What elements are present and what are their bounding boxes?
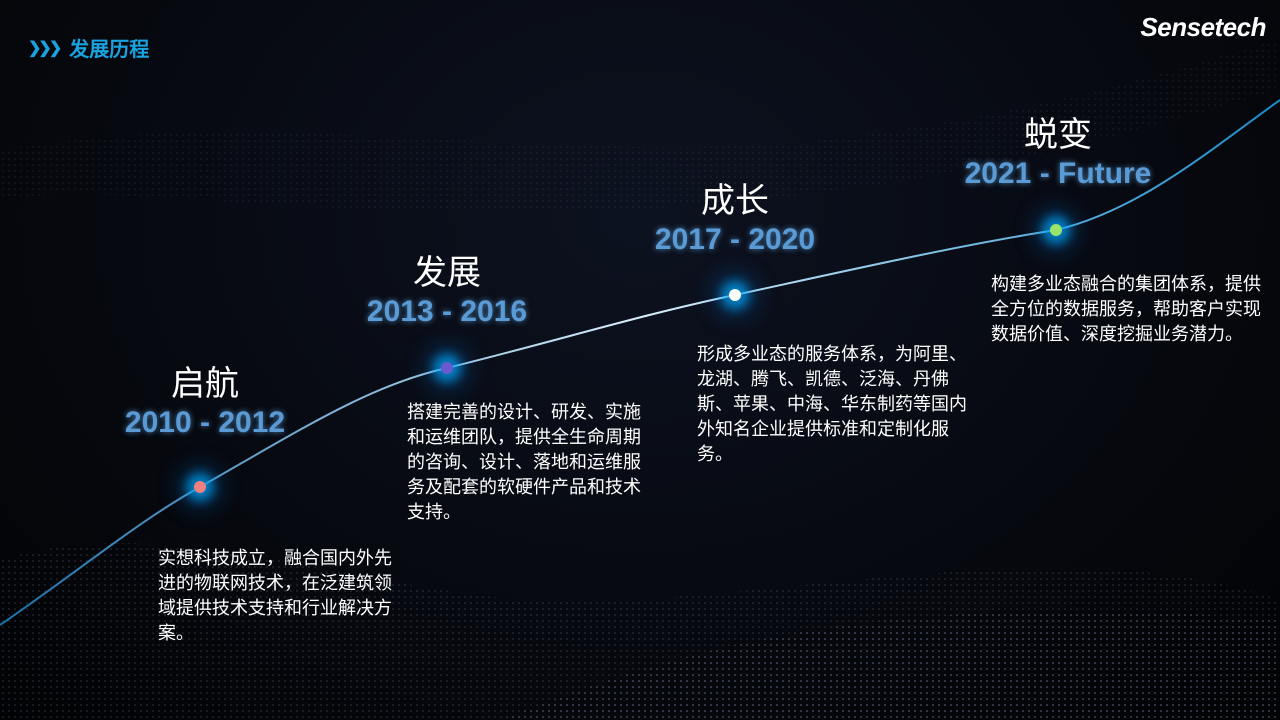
milestone-years: 2010 - 2012 <box>124 406 286 439</box>
timeline-dot <box>729 289 741 301</box>
milestone-description: 实想科技成立，融合国内外先进的物联网技术，在泛建筑领域提供技术支持和行业解决方案… <box>158 548 392 643</box>
milestone-description: 构建多业态融合的集团体系，提供全方位的数据服务，帮助客户实现数据价值、深度挖掘业… <box>991 274 1261 344</box>
milestone-2010: 启航 2010 - 2012 <box>105 365 305 441</box>
milestone-title: 启航 <box>171 366 239 403</box>
milestone-title: 成长 <box>701 183 769 220</box>
milestone-years: 2021 - Future <box>964 157 1152 190</box>
timeline-dot <box>194 481 206 493</box>
timeline-dot <box>1050 224 1062 236</box>
milestone-description: 形成多业态的服务体系，为阿里、龙湖、腾飞、凯德、泛海、丹佛斯、苹果、中海、华东制… <box>697 344 967 464</box>
section-title: 发展历程 <box>69 39 150 61</box>
milestone-2013: 发展 2013 - 2016 <box>347 254 547 330</box>
timeline-curve <box>0 99 1280 626</box>
milestone-2017: 成长 2017 - 2020 <box>635 182 835 258</box>
triple-chevron-right-icon: ❯❯❯ <box>28 39 62 57</box>
milestone-years: 2017 - 2020 <box>654 223 816 256</box>
milestone-title: 发展 <box>413 255 481 292</box>
logo: Sensetech <box>1140 12 1266 42</box>
milestone-description: 搭建完善的设计、研发、实施和运维团队，提供全生命周期的咨询、设计、落地和运维服务… <box>407 402 641 522</box>
section-header: ❯❯❯ 发展历程 <box>28 33 149 62</box>
milestone-title: 蜕变 <box>1024 117 1092 154</box>
milestone-2021: 蜕变 2021 - Future <box>938 116 1178 192</box>
timeline-dot <box>441 362 453 374</box>
milestone-years: 2013 - 2016 <box>366 295 528 328</box>
